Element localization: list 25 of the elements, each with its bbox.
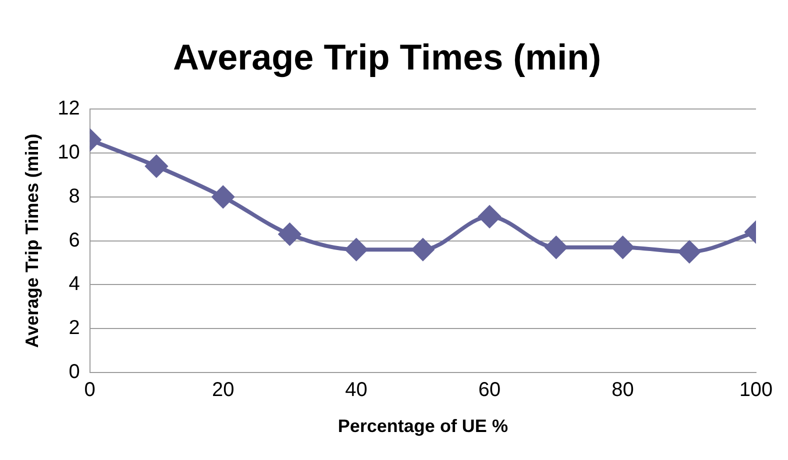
y-tick-label: 4 xyxy=(68,273,80,296)
x-tick-label: 20 xyxy=(212,378,234,401)
x-tick-label: 80 xyxy=(612,378,634,401)
point xyxy=(278,223,301,246)
x-tick-label: 60 xyxy=(478,378,501,401)
y-tick-label: 12 xyxy=(58,98,80,120)
x-tick-label: 40 xyxy=(345,378,368,401)
y-tick-label: 8 xyxy=(68,185,80,208)
point xyxy=(412,238,434,261)
y-tick-label: 2 xyxy=(68,317,80,340)
x-tick-label: 100 xyxy=(739,378,773,401)
point xyxy=(612,236,634,258)
point xyxy=(145,155,168,178)
point xyxy=(345,238,368,261)
x-tick-label: 0 xyxy=(84,378,96,401)
y-axis-title: Average Trip Times (min) xyxy=(22,134,42,348)
point xyxy=(212,186,234,208)
y-tick-label: 10 xyxy=(58,142,80,164)
chart-title: Average Trip Times (min) xyxy=(172,36,602,78)
y-tick-label: 6 xyxy=(68,229,80,252)
point xyxy=(478,206,501,228)
y-tick-label: 0 xyxy=(68,360,80,383)
point xyxy=(678,240,700,263)
x-axis-title: Percentage of UE % xyxy=(338,416,508,436)
point xyxy=(545,236,568,258)
